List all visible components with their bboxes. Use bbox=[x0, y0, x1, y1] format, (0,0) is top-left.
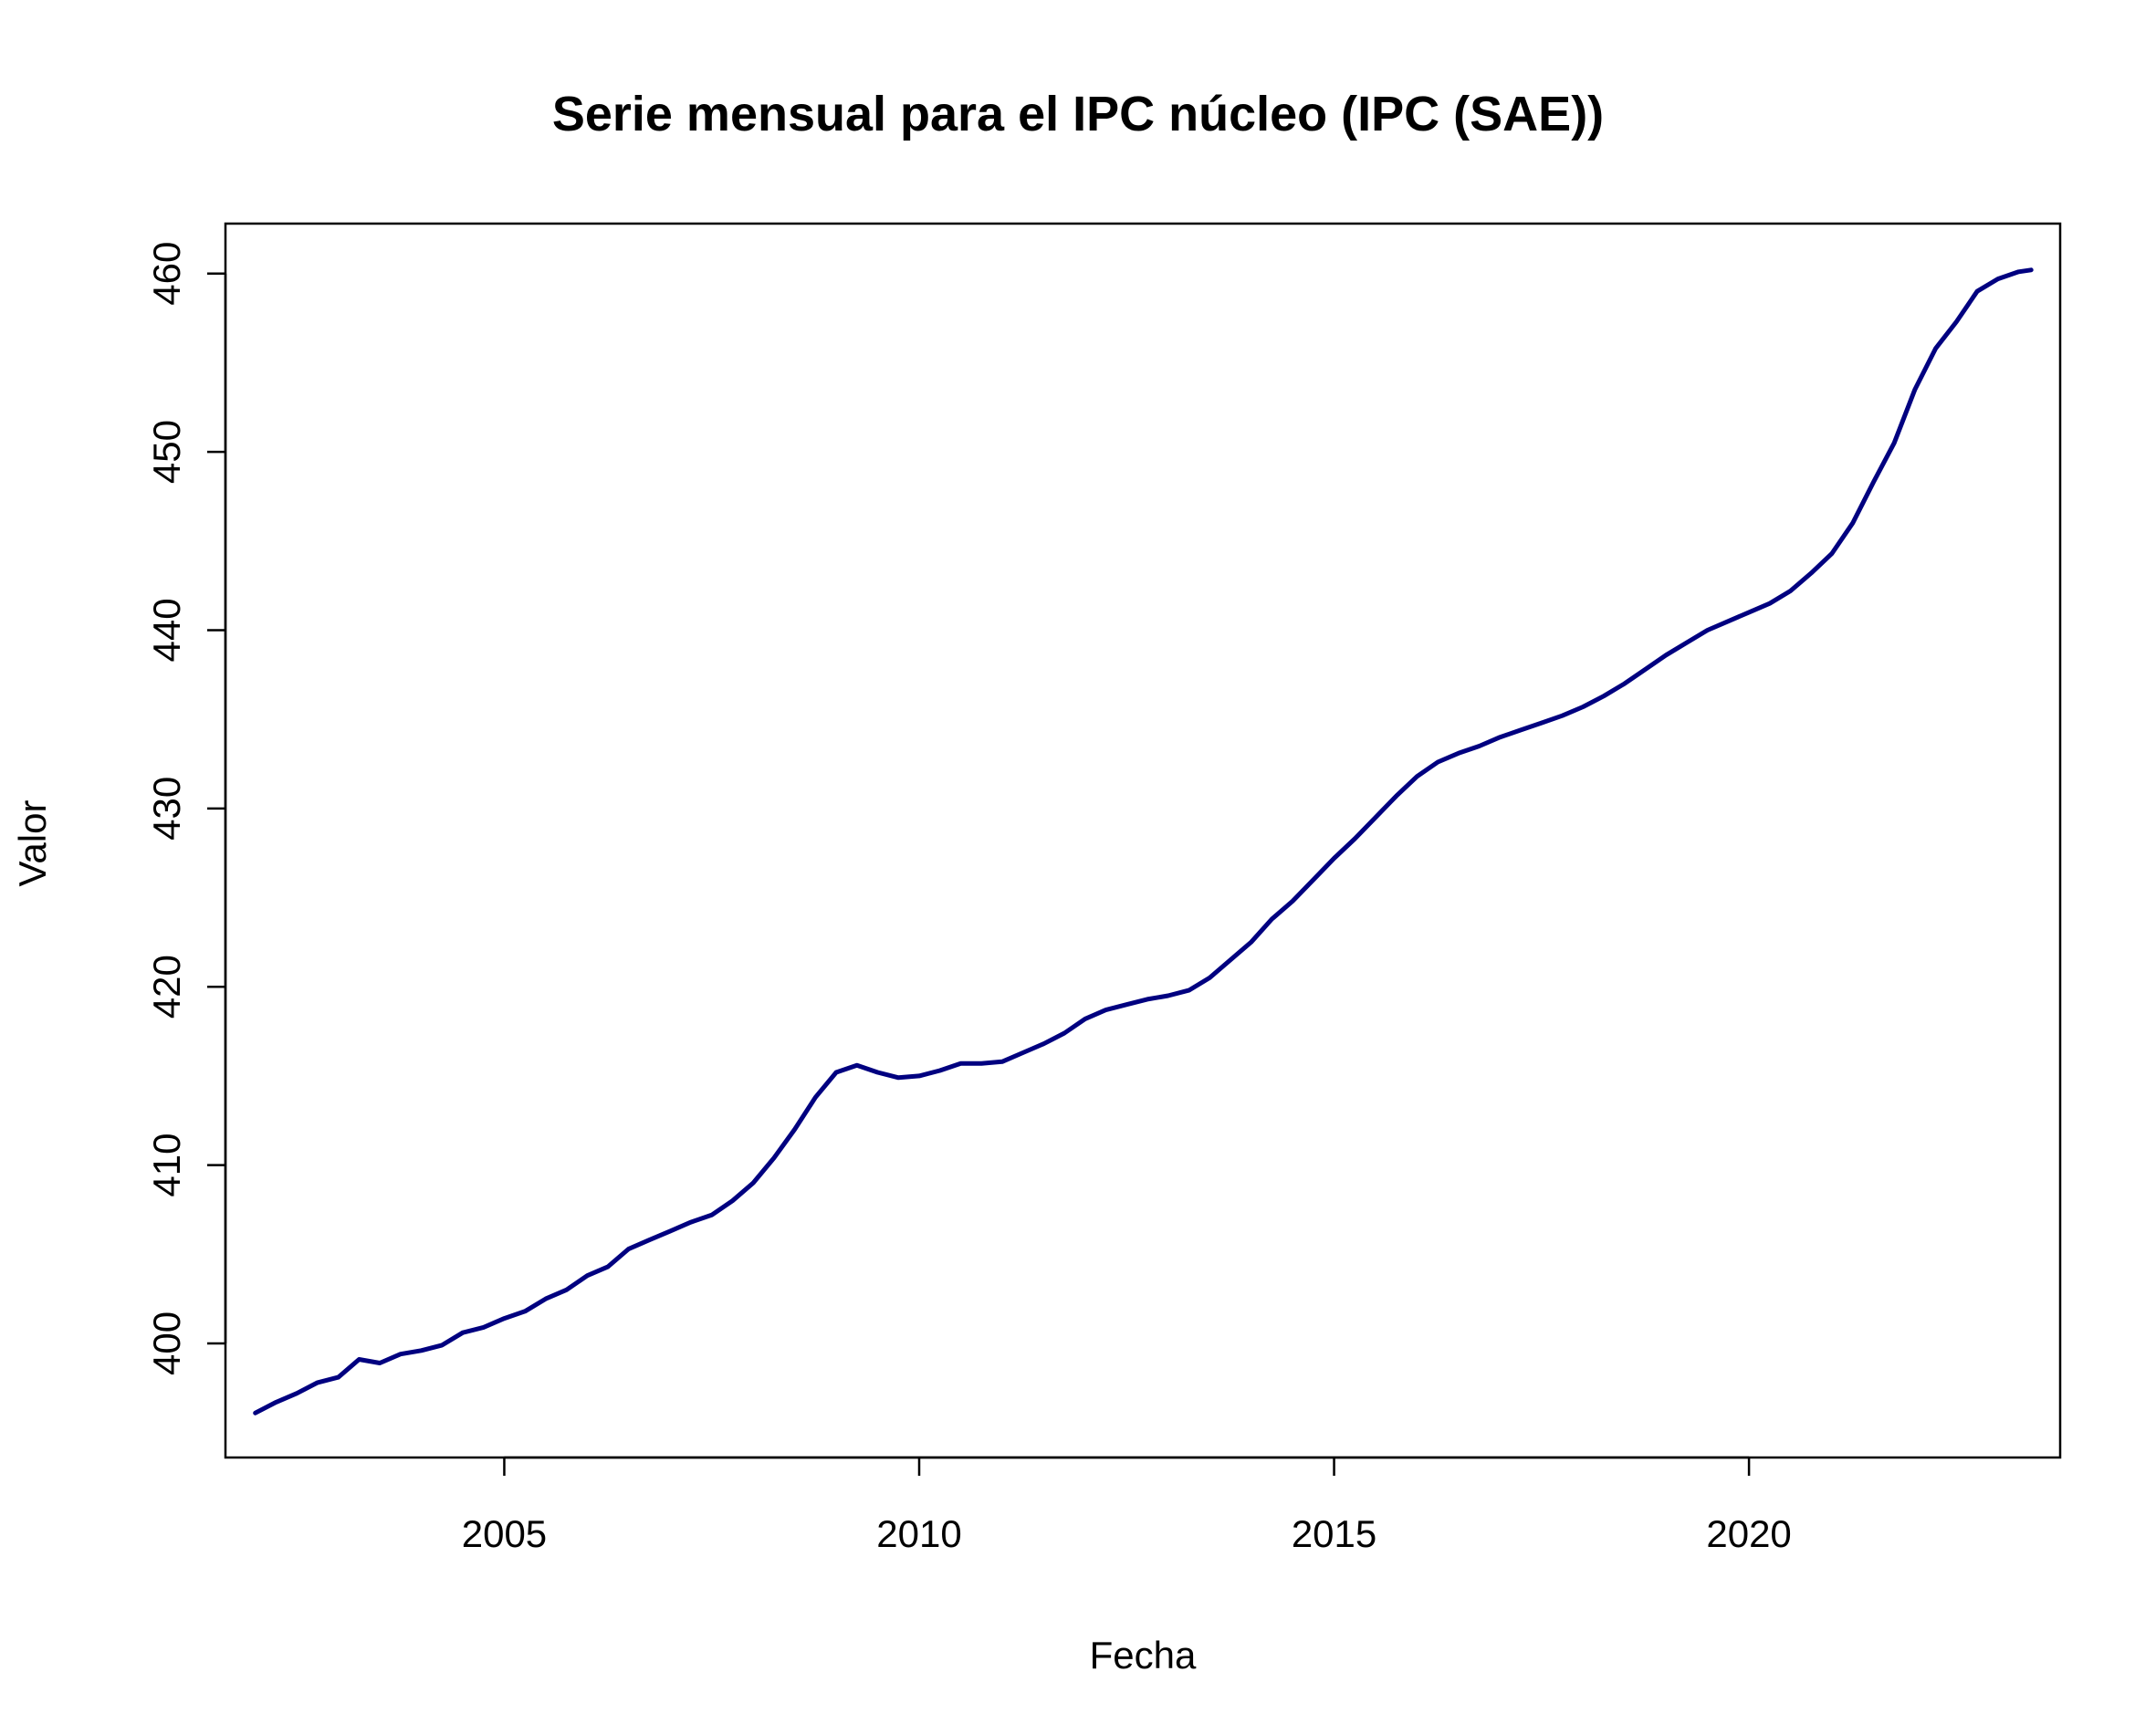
y-axis-label: Valor bbox=[11, 800, 54, 887]
chart-title: Serie mensual para el IPC núcleo (IPC (S… bbox=[552, 87, 1604, 141]
x-tick-label: 2015 bbox=[1292, 1512, 1376, 1555]
y-tick-label: 430 bbox=[145, 777, 188, 841]
x-tick-label: 2020 bbox=[1706, 1512, 1791, 1555]
y-tick-label: 440 bbox=[145, 598, 188, 662]
y-tick-label: 410 bbox=[145, 1134, 188, 1197]
y-tick-label: 460 bbox=[145, 242, 188, 306]
y-tick-label: 400 bbox=[145, 1311, 188, 1375]
y-axis: 400 410 420 430 440 450 460 bbox=[145, 242, 227, 1375]
y-tick-label: 450 bbox=[145, 420, 188, 484]
series-layer bbox=[253, 267, 2034, 1416]
plot-frame bbox=[224, 222, 2062, 1459]
x-tick-label: 2005 bbox=[462, 1512, 547, 1555]
y-tick-label: 420 bbox=[145, 955, 188, 1019]
x-axis-label: Fecha bbox=[1090, 1634, 1197, 1677]
x-axis: 2005 2010 2015 2020 bbox=[462, 1456, 1792, 1555]
series-line bbox=[253, 267, 2034, 1416]
x-tick-label: 2010 bbox=[876, 1512, 961, 1555]
